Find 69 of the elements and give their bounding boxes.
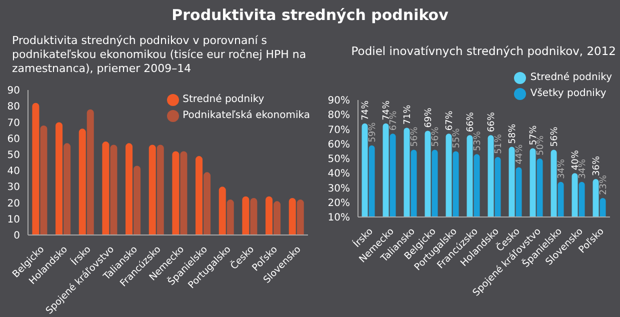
data-label: 71%	[402, 104, 413, 125]
bar	[56, 122, 63, 235]
bar	[78, 128, 86, 235]
y-tick-label: 0	[14, 230, 20, 242]
bar	[134, 166, 141, 235]
data-label: 66%	[466, 112, 476, 132]
bar	[274, 201, 281, 235]
y-tick-label: 80%	[328, 110, 350, 122]
chart-title: Podiel inovatívnych stredných podnikov, 2012	[350, 44, 616, 58]
y-tick-label: 10%	[328, 212, 350, 224]
y-tick-label: 20	[7, 198, 20, 210]
bar	[218, 186, 226, 235]
data-label: 56%	[430, 126, 441, 147]
bar	[64, 143, 71, 235]
bar	[148, 144, 156, 235]
y-tick-label: 20%	[328, 198, 350, 209]
bar	[250, 198, 258, 235]
data-label: 34%	[578, 158, 588, 179]
data-label: 56%	[410, 126, 420, 147]
y-tick-label: 70	[7, 118, 20, 129]
legend-label: Všetky podniky	[530, 87, 606, 101]
chart-title: Produktivita stredných podnikov	[170, 6, 450, 24]
y-tick-label: 30	[7, 182, 20, 194]
legend-label: Stredné podniky	[530, 71, 612, 85]
y-tick-label: 30%	[328, 183, 350, 194]
data-label: 59%	[368, 122, 378, 142]
bar	[180, 151, 188, 235]
bar	[102, 142, 110, 235]
chart-subtitle: Produktivita stredných podnikov v porovnaní s podnikateľskou ekonomikou (tisíce eur ročnej HPH na zamestnanca), priemer 2009–14	[12, 34, 308, 76]
data-label: 44%	[514, 144, 525, 164]
data-label: 67%	[388, 110, 399, 131]
data-label: 74%	[360, 100, 371, 120]
bar	[196, 156, 203, 235]
data-label: 56%	[550, 126, 560, 147]
bar	[32, 102, 40, 235]
data-label: 51%	[494, 134, 504, 154]
bar	[288, 198, 296, 235]
y-tick-label: 60	[7, 134, 20, 145]
data-label: 50%	[536, 135, 546, 156]
data-label: 66%	[486, 112, 497, 132]
y-tick-label: 90%	[328, 96, 350, 107]
y-tick-label: 50%	[328, 154, 350, 166]
bar	[40, 125, 48, 235]
data-label: 69%	[424, 107, 434, 128]
bar	[172, 151, 180, 235]
legend-label: Stredné podniky	[182, 93, 264, 107]
data-label: 58%	[508, 123, 518, 144]
y-tick-label: 70%	[328, 124, 350, 136]
y-tick-label: 10	[7, 214, 20, 226]
bar	[126, 143, 133, 235]
data-label: 36%	[592, 156, 602, 176]
data-label: 23%	[598, 174, 609, 195]
bar	[242, 196, 250, 235]
data-label: 34%	[556, 158, 567, 179]
bar	[296, 200, 304, 235]
y-tick-label: 40%	[328, 168, 350, 180]
bar	[110, 144, 118, 235]
bar	[204, 172, 211, 235]
y-tick-label: 50	[7, 150, 20, 161]
bar	[226, 200, 234, 235]
legend-label: Podnikateľská ekonomika	[182, 109, 310, 123]
bar	[266, 196, 273, 235]
y-tick-label: 60%	[328, 139, 350, 150]
y-tick-label: 90	[7, 86, 20, 97]
y-tick-label: 80	[7, 102, 20, 113]
data-label: 53%	[472, 130, 483, 152]
y-tick-label: 40	[7, 166, 20, 178]
bar	[86, 109, 94, 235]
bar	[156, 144, 164, 235]
